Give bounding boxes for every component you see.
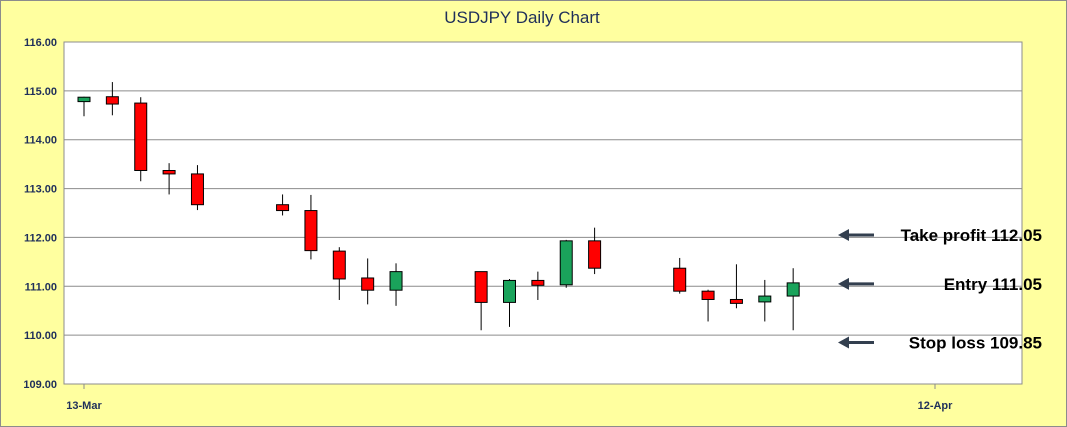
candle-body-down — [332, 250, 346, 280]
y-tick-label: 116.00 — [24, 37, 57, 49]
annotation: Stop loss 109.85 — [838, 333, 1042, 352]
candle-body-up — [786, 282, 800, 297]
y-tick-label: 112.00 — [24, 232, 57, 244]
annotation-label: Take profit 112.05 — [901, 226, 1042, 245]
candle-body-down — [162, 169, 176, 175]
candle — [673, 257, 687, 294]
chart-title: USDJPY Daily Chart — [444, 8, 600, 27]
candle-body-up — [389, 271, 403, 291]
candle — [105, 82, 119, 116]
annotation-arrowhead — [838, 336, 849, 349]
candle — [531, 271, 545, 300]
x-tick-label: 12-Apr — [918, 400, 954, 412]
candle — [332, 247, 346, 300]
candle — [503, 278, 516, 327]
candle-body-down — [588, 240, 602, 269]
candle-body-down — [701, 290, 715, 300]
annotation-arrowhead — [838, 277, 849, 290]
y-tick-label: 115.00 — [24, 86, 57, 98]
candle-body-down — [361, 277, 375, 291]
candle — [729, 264, 743, 309]
candle — [758, 279, 772, 322]
candle — [474, 271, 488, 331]
annotation-label: Entry 111.05 — [944, 275, 1042, 294]
plot-area — [63, 41, 1023, 385]
y-tick-label: 111.00 — [25, 281, 57, 293]
y-tick-label: 113.00 — [24, 184, 57, 196]
candle-body-down — [673, 267, 687, 292]
candle-body-up — [758, 295, 772, 303]
annotation-arrowhead — [838, 228, 849, 241]
annotation: Entry 111.05 — [838, 275, 1042, 294]
candle — [77, 96, 91, 117]
candle — [701, 289, 715, 322]
candle-body-up — [559, 240, 573, 286]
candle-body-up — [503, 279, 516, 303]
annotation-label: Stop loss 109.85 — [909, 333, 1042, 352]
candle — [588, 227, 602, 275]
candle — [162, 163, 176, 195]
candle — [276, 194, 290, 216]
y-tick-label: 109.00 — [23, 379, 57, 391]
x-tick-label: 13-Mar — [66, 400, 102, 412]
candle-body-down — [531, 279, 545, 286]
annotation: Take profit 112.05 — [838, 226, 1042, 245]
candle — [389, 263, 403, 306]
candle-body-down — [304, 210, 318, 252]
candle-body-up — [77, 96, 91, 103]
candle-body-down — [276, 204, 290, 212]
candle — [786, 268, 800, 331]
y-tick-label: 110.00 — [24, 330, 57, 342]
candle — [361, 258, 375, 305]
candle — [134, 97, 148, 182]
candle-body-down — [190, 173, 204, 206]
candle-body-down — [474, 271, 488, 303]
y-tick-label: 114.00 — [24, 135, 57, 147]
candle-body-down — [729, 298, 743, 304]
candle — [190, 165, 204, 211]
candle — [559, 239, 573, 288]
candle-body-down — [105, 96, 119, 105]
candle — [304, 194, 318, 260]
candle-body-down — [134, 102, 148, 171]
